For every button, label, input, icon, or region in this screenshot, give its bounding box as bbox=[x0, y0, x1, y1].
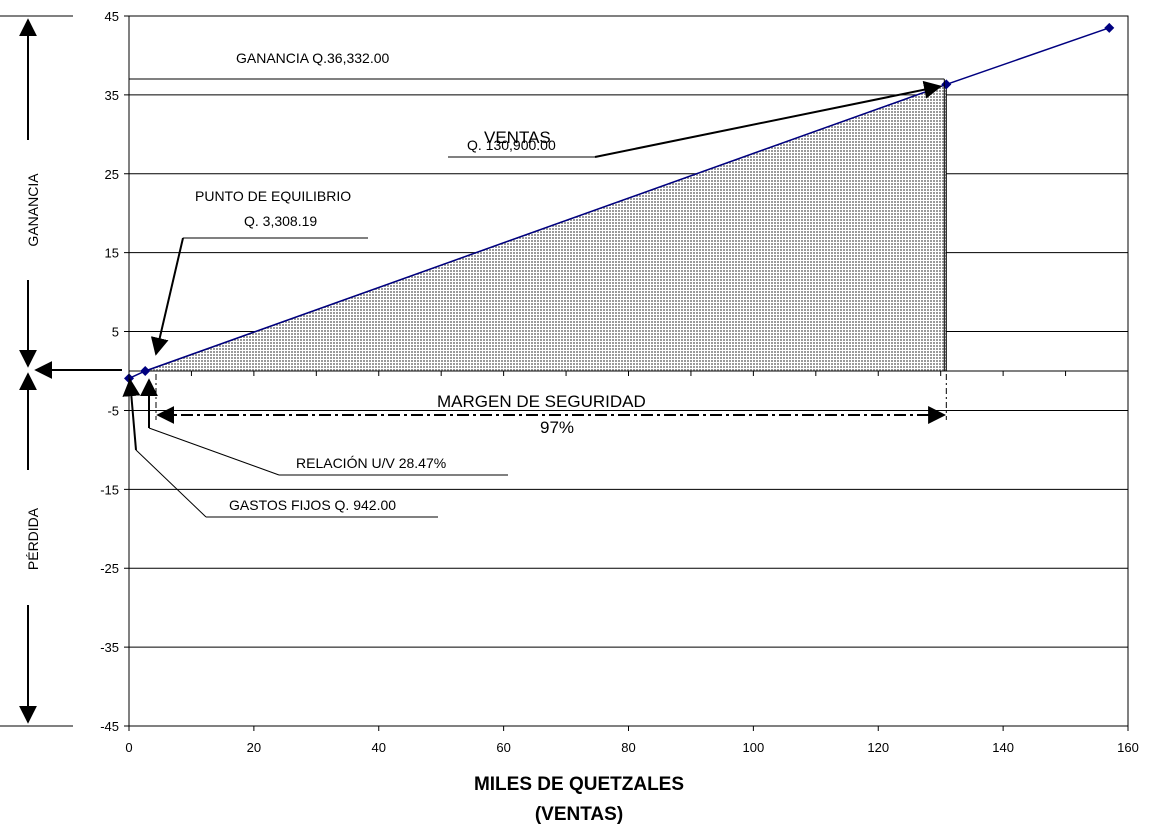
series-line bbox=[128, 27, 1110, 380]
x-tick-label: 120 bbox=[867, 740, 889, 755]
ganancia-side-label: GANANCIA bbox=[25, 173, 41, 247]
gastos-label: GASTOS FIJOS Q. 942.00 bbox=[229, 497, 396, 513]
x-tick-label: 20 bbox=[247, 740, 261, 755]
ganancia-label: GANANCIA Q.36,332.00 bbox=[236, 50, 390, 66]
y-tick-label: -5 bbox=[107, 403, 119, 418]
y-ticks: 45 35 25 15 5 -5 -15 -25 -35 -45 bbox=[100, 9, 119, 734]
x-ticks: 0 20 40 60 80 100 120 140 160 bbox=[125, 726, 1139, 755]
margen-label: MARGEN DE SEGURIDAD bbox=[437, 392, 646, 411]
data-point bbox=[1104, 22, 1115, 33]
y-tick-label: 35 bbox=[105, 88, 119, 103]
y-tick-label: 15 bbox=[105, 246, 119, 261]
x-tick-label: 0 bbox=[125, 740, 132, 755]
ventas-label: VENTAS bbox=[484, 128, 551, 147]
x-axis-title-line1: MILES DE QUETZALES bbox=[474, 774, 684, 795]
x-tick-label: 140 bbox=[992, 740, 1014, 755]
x-tick-label: 80 bbox=[621, 740, 635, 755]
y-tick-label: -35 bbox=[100, 640, 119, 655]
punto-label: PUNTO DE EQUILIBRIO bbox=[195, 188, 351, 204]
y-tick-label: -25 bbox=[100, 561, 119, 576]
gastos-leader bbox=[135, 449, 207, 518]
perdida-side-label: PÉRDIDA bbox=[25, 507, 41, 570]
y-tick-label: 5 bbox=[112, 325, 119, 340]
data-point bbox=[140, 366, 151, 376]
ventas-value: Q. 130,900.00 bbox=[467, 137, 556, 153]
x-axis-title-line2: (VENTAS) bbox=[535, 804, 623, 825]
margen-pct: 97% bbox=[540, 418, 574, 437]
annotation-lines bbox=[0, 15, 947, 727]
x-tick-label: 60 bbox=[496, 740, 510, 755]
punto-value: Q. 3,308.19 bbox=[244, 213, 317, 229]
y-tick-label: 45 bbox=[105, 9, 119, 24]
gastos-arrow bbox=[122, 378, 141, 451]
y-tick-label: -45 bbox=[100, 719, 119, 734]
relacion-leader bbox=[148, 427, 280, 476]
plot-area bbox=[128, 15, 1129, 727]
x-tick-label: 100 bbox=[743, 740, 765, 755]
x-tick-label: 40 bbox=[372, 740, 386, 755]
ventas-arrow bbox=[594, 80, 943, 158]
punto-arrow bbox=[150, 237, 184, 356]
y-tick-label: -15 bbox=[100, 482, 119, 497]
x-tick-label: 160 bbox=[1117, 740, 1139, 755]
relacion-label: RELACIÓN U/V 28.47% bbox=[296, 455, 446, 471]
y-tick-label: 25 bbox=[105, 167, 119, 182]
